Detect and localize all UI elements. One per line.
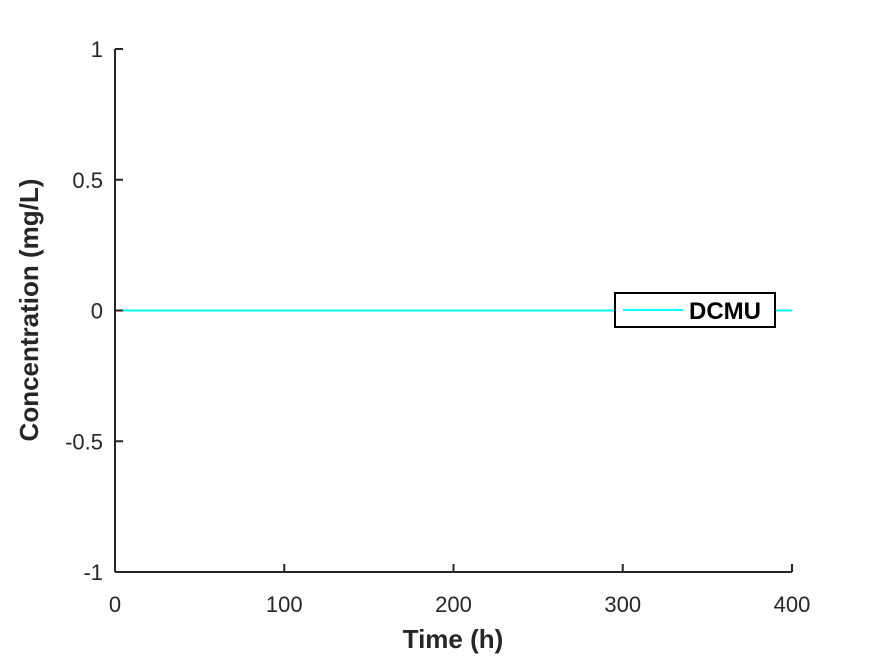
x-axis-title: Time (h) xyxy=(403,624,504,654)
y-axis: -1 -0.5 0 0.5 1 xyxy=(65,37,123,585)
x-tick-label: 100 xyxy=(266,592,303,617)
y-tick-label: 0 xyxy=(91,299,103,324)
y-tick-label: -1 xyxy=(83,560,103,585)
y-tick-label: -0.5 xyxy=(65,429,103,454)
legend: DCMU xyxy=(614,292,776,328)
x-tick-label: 0 xyxy=(109,592,121,617)
legend-label: DCMU xyxy=(689,298,761,325)
y-tick-label: 0.5 xyxy=(72,168,103,193)
x-tick-label: 300 xyxy=(604,592,641,617)
y-axis-title: Concentration (mg/L) xyxy=(14,179,44,442)
y-tick-label: 1 xyxy=(91,37,103,62)
x-tick-label: 400 xyxy=(774,592,811,617)
x-axis: 0 100 200 300 400 xyxy=(109,564,810,617)
x-tick-label: 200 xyxy=(435,592,472,617)
